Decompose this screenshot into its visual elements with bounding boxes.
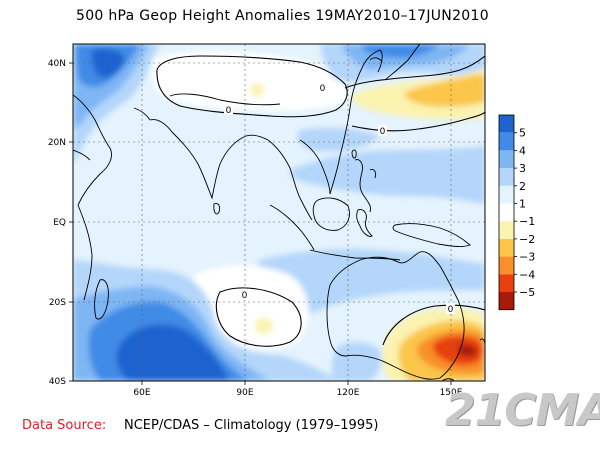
colorbar-swatch-1 [499,115,514,133]
contour-label-4: 0 [240,289,249,301]
axis-ticks [69,62,452,385]
colorbar-label-neg4: −4 [519,268,535,281]
lon-label-150e: 150E [440,388,463,398]
colorbar-swatch-2 [499,132,514,151]
map-frame [72,43,486,382]
contour-labels: 0 0 0 0 0 [224,82,455,315]
lat-label-20n: 20N [48,138,66,148]
longitude-labels: 60E 90E 120E 150E [133,388,462,398]
colorbar-swatch-3 [499,150,514,169]
lon-label-120e: 120E [337,388,360,398]
contour-label-1: 0 [224,104,233,116]
colorbar-label-1: 1 [519,198,526,211]
colorbar-swatch-5 [499,185,514,204]
contour-label-3: 0 [378,125,387,137]
svg-text:0: 0 [226,106,232,116]
svg-text:0: 0 [242,291,248,301]
lon-label-60e: 60E [133,388,150,398]
svg-text:0: 0 [380,127,386,137]
data-source-value: NCEP/CDAS – Climatology (1979–1995) [124,418,379,433]
colorbar-label-neg2: −2 [519,233,535,246]
colorbar-label-neg1: −1 [519,215,535,228]
colorbar-swatch-9 [499,256,514,275]
lat-label-eq: EQ [53,218,66,228]
colorbar-label-3: 3 [519,162,526,175]
lon-label-90e: 90E [236,388,253,398]
colorbar-swatch-10 [499,274,514,292]
colorbar-swatch-4 [499,168,514,186]
svg-text:0: 0 [448,305,454,315]
colorbar-swatch-6 [499,203,514,222]
lat-label-20s: 20S [49,298,66,308]
colorbar-swatch-7 [499,221,514,239]
colorbar-swatch-8 [499,238,514,257]
colorbar-swatch-11 [499,292,514,310]
lat-label-40n: 40N [48,59,66,69]
contour-label-2: 0 [318,82,327,94]
colorbar-label-neg5: −5 [519,286,535,299]
colorbar-label-5: 5 [519,127,526,140]
lat-label-40s: 40S [49,377,66,387]
latitude-labels: 40N 20N EQ 20S 40S [48,59,66,387]
data-source-label: Data Source: [22,418,107,433]
anomaly-field: 0 0 0 0 0 [73,44,485,381]
grid-lines [73,44,485,381]
colorbar-label-neg3: −3 [519,251,535,264]
colorbar-label-2: 2 [519,180,526,193]
coastlines [73,44,485,381]
colorbar: 5 4 3 2 1 −1 −2 −3 −4 −5 [498,114,535,311]
svg-text:0: 0 [320,84,326,94]
watermark-logo: 21CMA [445,385,600,436]
colorbar-label-4: 4 [519,144,526,157]
contour-label-5: 0 [446,303,455,315]
map-title: 500 hPa Geop Height Anomalies 19MAY2010–… [76,8,489,24]
